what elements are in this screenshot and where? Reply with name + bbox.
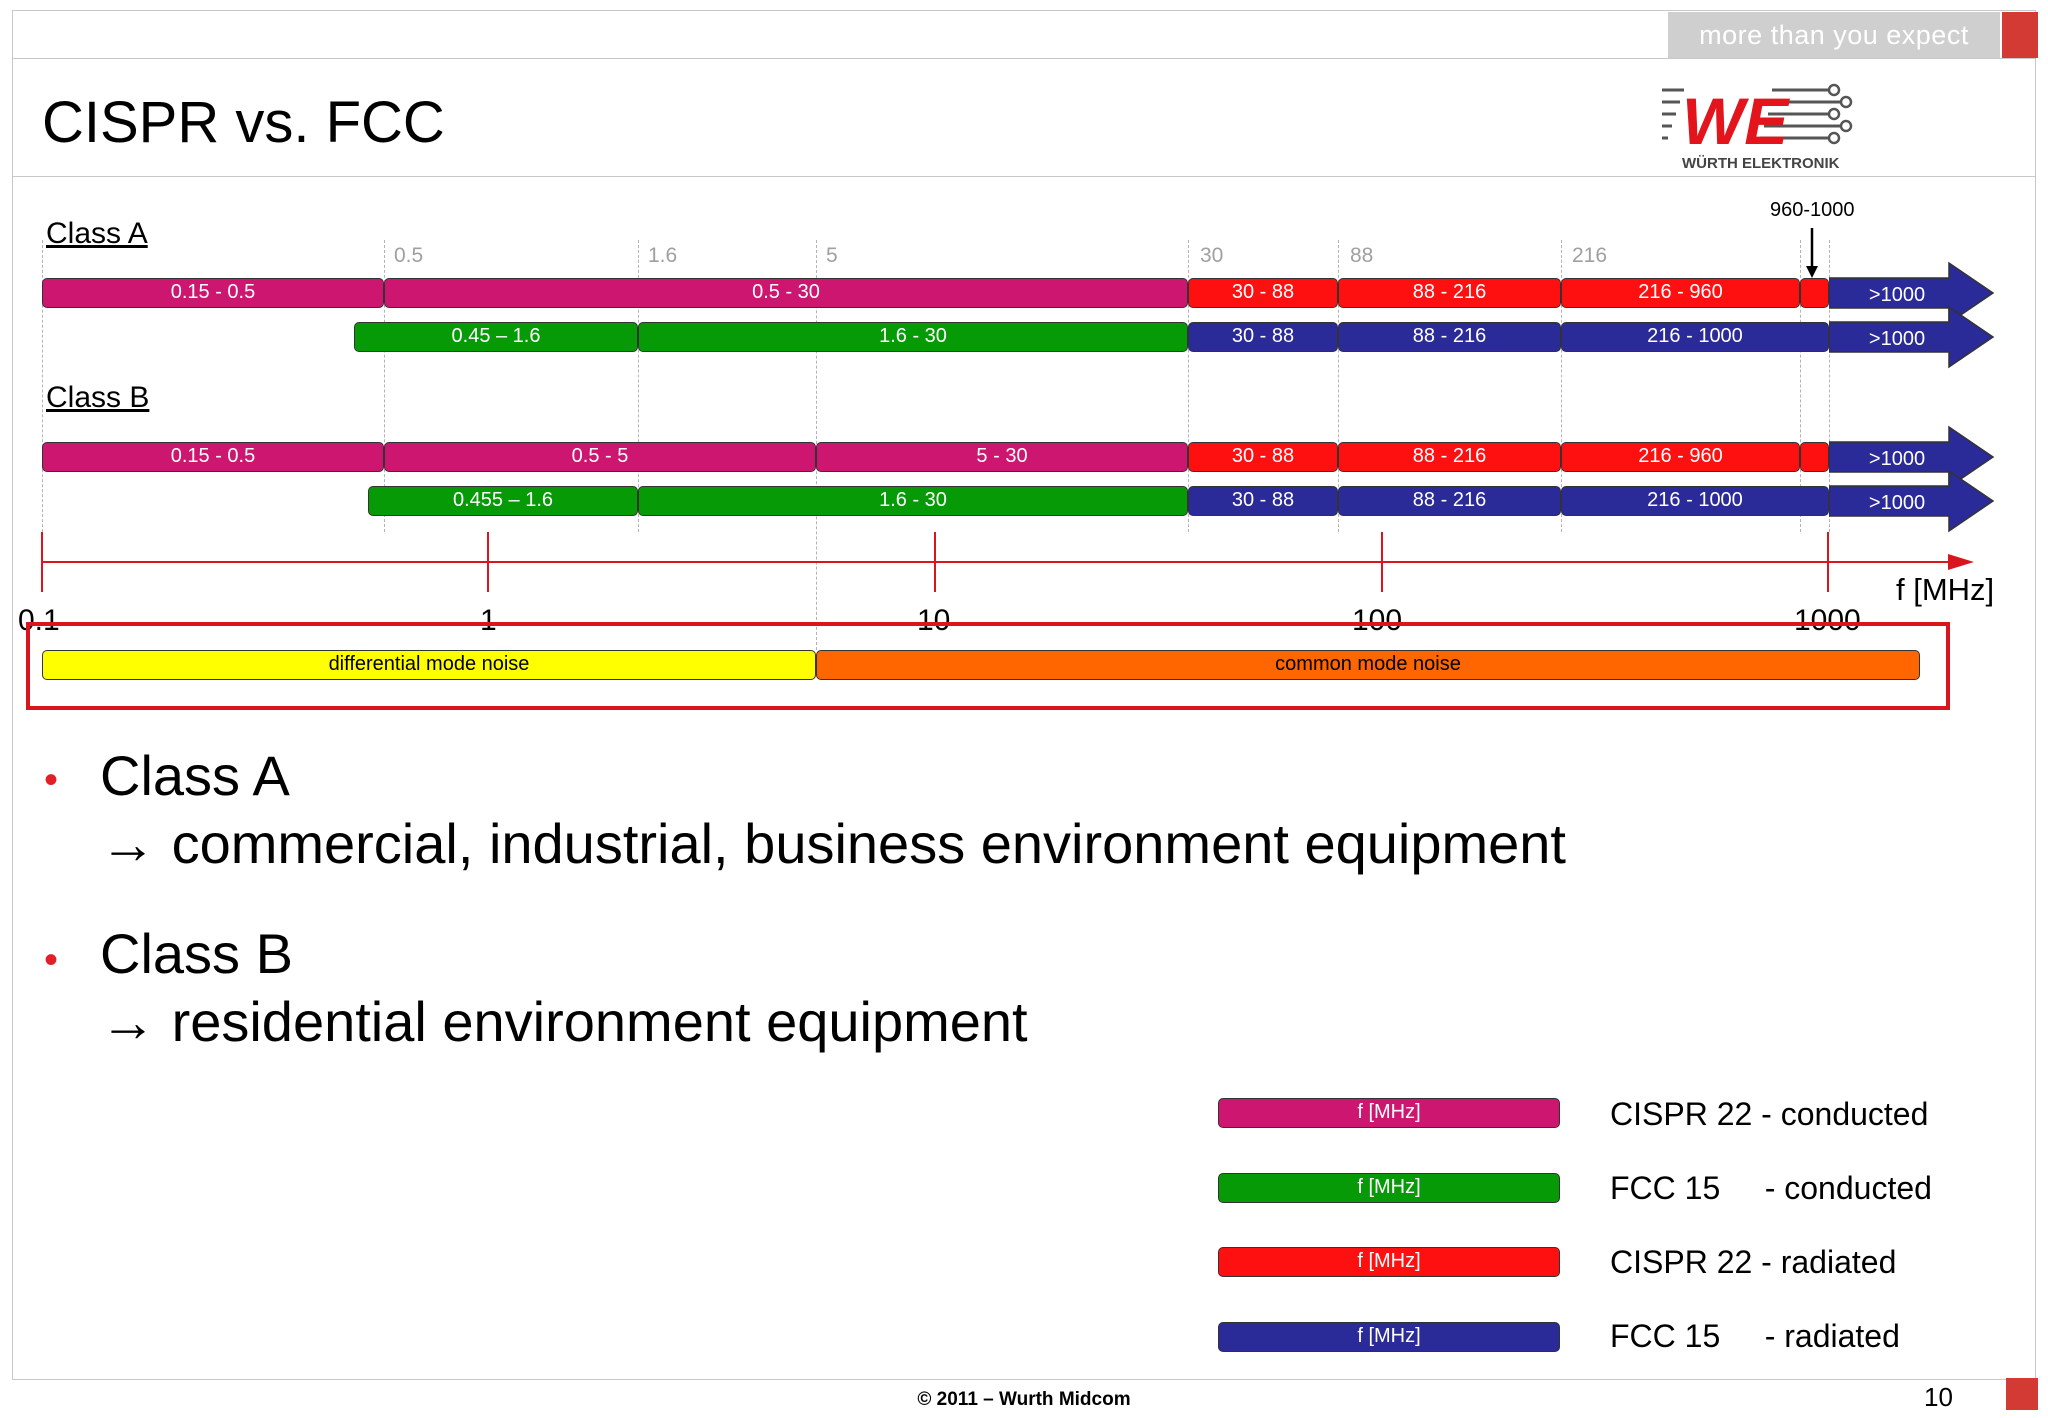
bullet-dot: • (44, 758, 59, 802)
common-mode-noise-bar: common mode noise (816, 650, 1920, 680)
band-class-a-fcc-above-1000: >1000 (1829, 305, 1995, 369)
guide-line (1800, 240, 1801, 532)
noise-highlight-box (26, 622, 1950, 710)
axis-tick-label: 0.1 (18, 604, 60, 637)
band-class-a-cispr-conducted: 0.15 - 0.5 (42, 278, 384, 308)
svg-text:>1000: >1000 (1869, 328, 1925, 350)
band-class-b-fcc-above-1000: >1000 (1829, 469, 1995, 533)
guide-line (1561, 240, 1562, 532)
band-class-b-fcc-radiated: 88 - 216 (1338, 486, 1561, 516)
band-class-b-cispr-conducted: 0.5 - 5 (384, 442, 816, 472)
class-b-label: Class B (46, 381, 150, 414)
tick-label: 0.5 (394, 244, 424, 267)
band-class-a-cispr-radiated: 216 - 960 (1561, 278, 1800, 308)
band-class-a-fcc-radiated: 216 - 1000 (1561, 322, 1829, 352)
band-class-b-fcc-conducted: 0.455 – 1.6 (368, 486, 638, 516)
tick-label: 1.6 (648, 244, 678, 267)
axis-tick-label: 1000 (1794, 604, 1861, 637)
band-class-b-cispr-conducted: 0.15 - 0.5 (42, 442, 384, 472)
tagline-accent (2002, 12, 2038, 58)
band-class-a-cispr-radiated: 88 - 216 (1338, 278, 1561, 308)
title-divider (12, 176, 2036, 177)
svg-text:>1000: >1000 (1869, 448, 1925, 470)
band-class-b-cispr-radiated: 216 - 960 (1561, 442, 1800, 472)
guide-line (1338, 240, 1339, 532)
slide-frame (12, 10, 2036, 1380)
axis-tick-label: 1 (480, 604, 497, 637)
band-class-a-cispr-above-1000: >1000 (1829, 261, 1995, 325)
tick-label: 88 (1350, 244, 1374, 267)
band-class-a-fcc-radiated: 30 - 88 (1188, 322, 1338, 352)
annotation-arrow (1806, 228, 1818, 278)
bullet-detail-class-a: → commercial, industrial, business envir… (100, 812, 1566, 875)
logo-subtitle: WÜRTH ELEKTRONIK (1682, 155, 1840, 172)
band-class-a-fcc-conducted: 0.45 – 1.6 (354, 322, 638, 352)
tick-label: 5 (826, 244, 838, 267)
legend-label: CISPR 22 - conducted (1610, 1096, 1929, 1132)
legend-label: CISPR 22 - radiated (1610, 1244, 1897, 1280)
axis-tick-label: 10 (917, 604, 951, 637)
legend-label: FCC 15 - conducted (1610, 1170, 1932, 1206)
wurth-logo: WE WÜRTH ELEKTRONIK (1662, 83, 1853, 172)
page-number: 10 (1924, 1382, 1953, 1412)
band-class-b-fcc-radiated: 216 - 1000 (1561, 486, 1829, 516)
bullet-dot: • (44, 938, 59, 982)
band-class-b-cispr-conducted: 5 - 30 (816, 442, 1188, 472)
bullet-title-class-a: Class A (100, 744, 290, 807)
guide-line (1188, 240, 1189, 532)
footer-copyright: © 2011 – Wurth Midcom (917, 1389, 1131, 1410)
svg-text:>1000: >1000 (1869, 284, 1925, 306)
band-class-b-fcc-radiated: 30 - 88 (1188, 486, 1338, 516)
band-class-b-cispr-radiated-960-1000 (1800, 442, 1829, 472)
legend-swatch-fcc-radiated: f [MHz] (1218, 1322, 1560, 1352)
band-class-a-fcc-conducted: 1.6 - 30 (638, 322, 1188, 352)
axis-tick-label: 100 (1352, 604, 1403, 637)
tick-label: 30 (1200, 244, 1224, 267)
guide-line (638, 240, 639, 532)
arrow-glyph: → (100, 990, 156, 1053)
band-class-b-cispr-above-1000: >1000 (1829, 425, 1995, 489)
legend-label: FCC 15 - radiated (1610, 1318, 1900, 1354)
arrow-glyph: → (100, 812, 156, 875)
tagline-banner: more than you expect (1668, 12, 2000, 58)
bullet-detail-class-b: → residential environment equipment (100, 990, 1028, 1053)
legend-swatch-cispr-conducted: f [MHz] (1218, 1098, 1560, 1128)
band-class-a-fcc-radiated: 88 - 216 (1338, 322, 1561, 352)
band-class-b-cispr-radiated: 30 - 88 (1188, 442, 1338, 472)
guide-line (1829, 240, 1830, 532)
guide-line (42, 240, 43, 532)
legend-swatch-fcc-conducted: f [MHz] (1218, 1173, 1560, 1203)
logo-mark: WE (1682, 84, 1790, 158)
annotation-960-1000: 960-1000 (1770, 199, 1855, 221)
band-class-a-cispr-radiated-960-1000 (1800, 278, 1829, 308)
header-divider (12, 58, 2036, 59)
tick-label: 216 (1572, 244, 1608, 267)
svg-text:>1000: >1000 (1869, 492, 1925, 514)
page-accent (2006, 1378, 2038, 1410)
band-class-a-cispr-radiated: 30 - 88 (1188, 278, 1338, 308)
page-title: CISPR vs. FCC (42, 90, 445, 155)
differential-mode-noise-bar: differential mode noise (42, 650, 816, 680)
bullet-title-class-b: Class B (100, 922, 293, 985)
band-class-b-fcc-conducted: 1.6 - 30 (638, 486, 1188, 516)
guide-line (384, 240, 385, 532)
axis-title: f [MHz] (1896, 572, 1995, 607)
class-a-label: Class A (46, 217, 148, 250)
frequency-axis (41, 532, 1974, 592)
band-class-b-cispr-radiated: 88 - 216 (1338, 442, 1561, 472)
band-class-a-cispr-conducted: 0.5 - 30 (384, 278, 1188, 308)
legend-swatch-cispr-radiated: f [MHz] (1218, 1247, 1560, 1277)
